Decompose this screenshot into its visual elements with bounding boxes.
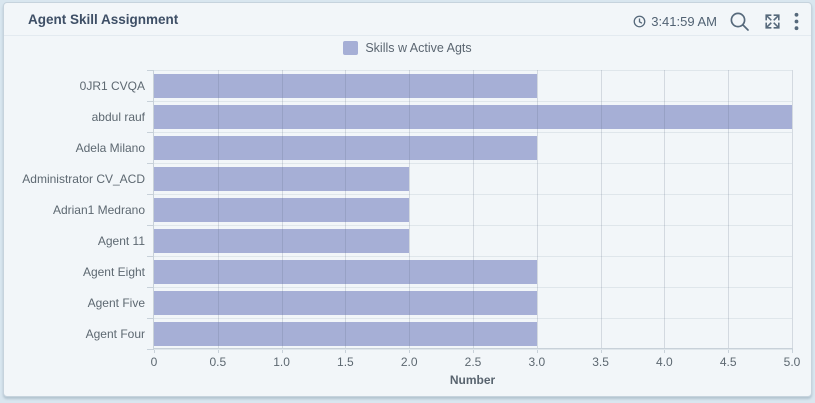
y-axis-tick: [147, 256, 154, 257]
y-axis-category-label: Agent 11: [97, 233, 145, 248]
y-axis-tick: [147, 287, 154, 288]
x-axis-tick: [473, 348, 474, 353]
grid-line-horizontal: [154, 132, 792, 133]
kebab-menu-icon: [794, 12, 799, 30]
x-axis-tick: [536, 348, 538, 353]
x-axis-tick-label: 3.0: [528, 355, 546, 369]
grid-line-vertical: [345, 70, 347, 348]
legend-item[interactable]: Skills w Active Agts: [4, 41, 811, 55]
legend-swatch: [343, 41, 359, 55]
grid-line-vertical: [281, 70, 283, 348]
x-axis-tick: [345, 348, 347, 353]
widget-card: Agent Skill Assignment 3:41:59 AM: [3, 2, 812, 397]
y-axis-tick: [147, 318, 154, 319]
x-axis-tick-label: 0: [150, 355, 158, 369]
widget-header: Agent Skill Assignment 3:41:59 AM: [4, 3, 811, 36]
search-icon: [730, 12, 749, 31]
y-axis-tick: [147, 163, 154, 164]
bar-adela-milano[interactable]: [154, 135, 537, 160]
x-axis-tick-label: 4.0: [656, 355, 673, 369]
bar-administrator-cv-acd[interactable]: [154, 166, 410, 191]
grid-line-vertical: [536, 70, 538, 348]
bar-agent-eight[interactable]: [154, 259, 537, 284]
y-axis-tick: [147, 349, 154, 350]
grid-line-vertical: [792, 70, 793, 348]
y-axis-category-label: 0JR1 CVQA: [79, 78, 145, 93]
grid-line-vertical: [728, 70, 730, 348]
grid-line-vertical: [600, 70, 602, 348]
refresh-time: 3:41:59 AM: [632, 14, 717, 29]
x-axis-tick-label: 1.5: [337, 355, 354, 369]
x-axis-tick-label: 4.5: [719, 355, 737, 369]
grid-line-horizontal: [154, 349, 792, 350]
y-axis-category-label: Agent Four: [85, 326, 145, 341]
plot-area: 0 0.5 1.0 1.5 2.0 2.5 3.0 3.5 4.0 4.5 5.0: [147, 70, 800, 369]
x-axis-tick-label: 0.5: [209, 355, 227, 369]
legend-label: Skills w Active Agts: [365, 41, 472, 55]
grid-line-horizontal: [154, 101, 792, 102]
x-axis-tick: [217, 348, 219, 353]
x-axis-tick: [728, 348, 730, 353]
y-axis-tick: [147, 70, 154, 71]
grid-line-vertical: [664, 70, 666, 348]
x-axis-tick: [664, 348, 666, 353]
x-axis-tick: [409, 348, 411, 353]
x-axis-title: Number: [449, 373, 496, 387]
grid-line-horizontal: [154, 225, 792, 226]
bar-agent-five[interactable]: [154, 290, 537, 315]
bar-abdul-rauf[interactable]: [154, 104, 792, 129]
y-axis-category-label: Agent Eight: [82, 264, 145, 279]
x-axis-tick: [154, 348, 155, 353]
grid-line-horizontal: [154, 70, 792, 71]
x-axis-tick-label: 5.0: [783, 355, 801, 369]
expand-icon: [765, 13, 780, 29]
y-axis-tick: [147, 132, 154, 133]
y-axis-tick: [147, 101, 154, 102]
grid-line-horizontal: [154, 194, 792, 195]
y-axis-category-label: Adela Milano: [75, 140, 145, 155]
x-axis-tick: [281, 348, 283, 353]
more-options-button[interactable]: [794, 12, 799, 31]
x-axis-tick: [792, 348, 793, 353]
y-axis-category-label: abdul rauf: [91, 109, 145, 124]
x-axis-tick: [600, 348, 602, 353]
bar-0jr1-cvqa[interactable]: [154, 73, 537, 98]
expand-button[interactable]: [762, 11, 783, 32]
refresh-time-text: 3:41:59 AM: [651, 13, 717, 29]
header-controls: 3:41:59 AM: [632, 3, 799, 39]
grid-line-horizontal: [154, 318, 792, 319]
y-axis-category-label: Adrian1 Medrano: [52, 202, 145, 217]
grid-line-vertical: [473, 70, 474, 348]
x-axis-tick-label: 3.5: [592, 355, 609, 369]
bar-adrian1-medrano[interactable]: [154, 197, 410, 222]
x-axis-tick-label: 1.0: [273, 355, 290, 369]
grid-line-horizontal: [154, 287, 792, 288]
bar-agent-11[interactable]: [154, 228, 410, 253]
clock-icon: [633, 15, 646, 27]
grid-line-horizontal: [154, 256, 792, 257]
x-axis-tick-label: 2.5: [464, 355, 482, 369]
y-axis-category-label: Agent Five: [87, 295, 145, 310]
y-axis-tick: [147, 225, 154, 226]
x-axis-tick-label: 2.0: [400, 355, 418, 369]
grid-line-vertical: [217, 70, 219, 348]
y-axis-category-label: Administrator CV_ACD: [22, 171, 145, 186]
search-button[interactable]: [728, 10, 751, 33]
widget-title: Agent Skill Assignment: [28, 12, 179, 27]
grid-line-vertical: [409, 70, 411, 348]
y-axis-tick: [147, 194, 154, 195]
grid-line-horizontal: [154, 163, 792, 164]
bar-agent-four[interactable]: [154, 321, 537, 346]
